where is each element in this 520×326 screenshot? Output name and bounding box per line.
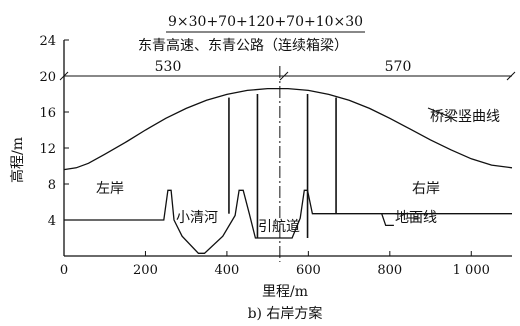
x-tick-label: 400 (214, 263, 239, 278)
left-bank-label: 左岸 (96, 181, 124, 197)
ground-line-label: 地面线 (395, 210, 437, 226)
dimension-line-group: 530 570 (60, 59, 515, 80)
y-tick-label: 24 (39, 34, 56, 49)
bridge-name: 东青高速、东青公路（连续箱梁） (138, 37, 348, 54)
right-length-label: 570 (385, 59, 412, 75)
bridge-vertical-curve (64, 89, 512, 170)
x-tick-label: 200 (133, 263, 158, 278)
pier-lines (229, 94, 336, 238)
x-tick-label: 1 000 (453, 263, 490, 278)
y-axis-title: 高程/m (9, 137, 26, 183)
x-tick-label: 800 (377, 263, 402, 278)
x-tick-label: 0 (60, 263, 68, 278)
y-tick-label: 4 (48, 214, 56, 229)
span-formula: 9×30+70+120+70+10×30 (168, 14, 363, 30)
ground-line-step (382, 214, 394, 226)
left-length-label: 530 (155, 59, 182, 75)
x-ticks: 0 200 400 600 800 1 000 (60, 251, 490, 278)
y-tick-label: 8 (48, 178, 56, 193)
right-bank-label: 右岸 (412, 181, 440, 197)
y-tick-label: 12 (39, 142, 56, 157)
river-label: 小清河 (176, 210, 218, 226)
channel-label: 引航道 (258, 219, 300, 235)
figure-caption: b) 右岸方案 (248, 305, 323, 322)
x-axis-title: 里程/m (262, 284, 308, 300)
x-tick-label: 600 (296, 263, 321, 278)
y-tick-label: 20 (39, 70, 56, 85)
y-tick-label: 16 (39, 106, 56, 121)
vertical-curve-label: 桥梁竖曲线 (430, 109, 500, 125)
